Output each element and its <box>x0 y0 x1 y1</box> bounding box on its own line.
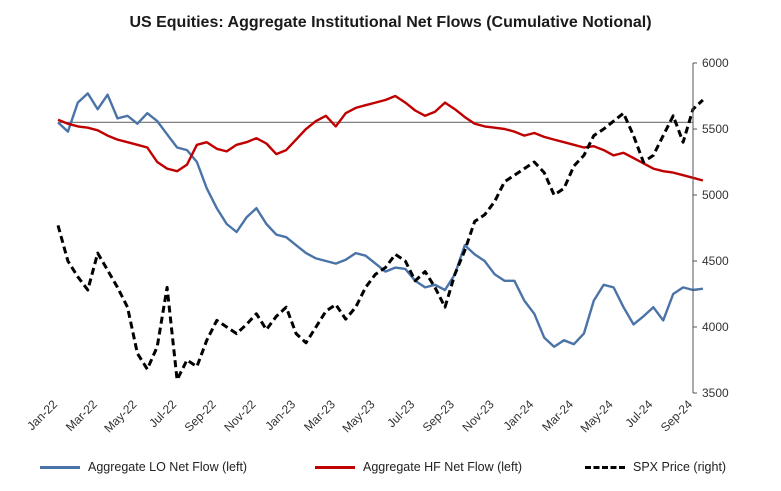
x-tick-label: Mar-22 <box>63 397 100 434</box>
legend-swatch-hf <box>315 465 355 469</box>
legend-label-hf: Aggregate HF Net Flow (left) <box>363 460 523 474</box>
x-tick-label: May-22 <box>101 397 139 435</box>
x-tick-label: Sep-22 <box>182 397 219 434</box>
x-axis-ticks: Jan-22 Mar-22 May-22 Jul-22 Sep-22 Nov-22 Jan-… <box>24 397 695 435</box>
y-tick-label: 5000 <box>702 188 729 202</box>
x-tick-label: Nov-23 <box>459 397 496 434</box>
legend-item-hf: Aggregate HF Net Flow (left) <box>315 460 522 474</box>
y-tick-label: 4000 <box>702 320 729 334</box>
series-group <box>56 92 704 382</box>
x-tick-label: Jul-23 <box>384 397 417 430</box>
series-line-1 <box>57 94 704 182</box>
x-tick-label: Nov-22 <box>221 397 258 434</box>
y-tick-label: 5500 <box>702 122 729 136</box>
legend-label-spx: SPX Price (right) <box>633 460 727 474</box>
y-tick-label: 3500 <box>702 386 729 400</box>
x-tick-label: Jan-24 <box>501 397 537 433</box>
chart-title: US Equities: Aggregate Institutional Net… <box>129 14 652 31</box>
x-tick-label: Mar-23 <box>301 397 338 434</box>
x-tick-label: May-23 <box>339 397 377 435</box>
y-tick-label: 4500 <box>702 254 729 268</box>
series-line-0 <box>57 92 704 348</box>
x-tick-label: Jul-22 <box>146 397 179 430</box>
y-tick-label: 6000 <box>702 56 729 70</box>
x-tick-label: May-24 <box>578 397 616 435</box>
x-tick-label: Mar-24 <box>539 397 576 434</box>
legend-swatch-spx <box>585 465 625 469</box>
legend: Aggregate LO Net Flow (left) Aggregate H… <box>0 460 781 482</box>
x-tick-label: Jan-22 <box>24 397 60 433</box>
x-tick-label: Jul-24 <box>622 397 655 430</box>
series-line-2 <box>56 98 704 382</box>
legend-item-spx: SPX Price (right) <box>585 460 726 474</box>
x-tick-label: Sep-24 <box>658 397 695 434</box>
legend-label-lo: Aggregate LO Net Flow (left) <box>88 460 248 474</box>
legend-item-lo: Aggregate LO Net Flow (left) <box>40 460 247 474</box>
x-tick-label: Sep-23 <box>420 397 457 434</box>
x-tick-label: Jan-23 <box>262 397 298 433</box>
legend-swatch-lo <box>40 465 80 469</box>
y-axis-ticks: 3500 4000 4500 5000 5500 6000 <box>693 56 729 400</box>
